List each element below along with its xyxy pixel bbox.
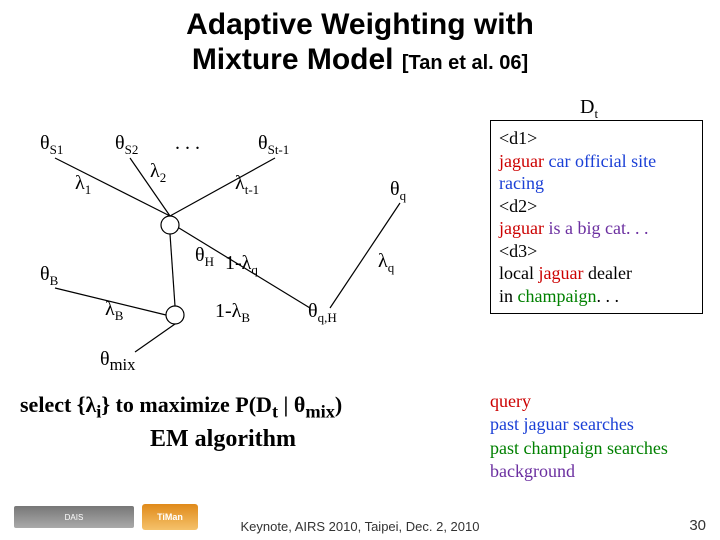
doc-d2-line1: jaguar is a big cat. . .	[499, 217, 694, 240]
title-line2: Mixture Model	[192, 43, 394, 76]
doc-d1-tag: <d1>	[499, 127, 694, 150]
node-theta-s2: θS2	[115, 132, 138, 158]
title-line1: Adaptive Weighting with	[186, 8, 534, 41]
node-theta-mix: θmix	[100, 348, 136, 375]
doc-d3-line1: local jaguar dealer	[499, 262, 694, 285]
label-dt: Dt	[580, 96, 598, 122]
edge-lambda-1: λ1	[75, 172, 91, 198]
node-theta-b: θB	[40, 263, 58, 289]
edge-lambda-b: λB	[105, 298, 123, 324]
edge-lambda-t1: λt-1	[235, 172, 259, 198]
node-theta-st1: θSt-1	[258, 132, 289, 158]
page-number: 30	[689, 517, 706, 534]
node-theta-h: θH	[195, 244, 214, 270]
doc-d1-line1: jaguar car official site	[499, 150, 694, 173]
select-formula: select {λi} to maximize P(Dt | θmix)	[20, 392, 342, 422]
legend-jaguar: past jaguar searches	[490, 413, 668, 436]
legend-query: query	[490, 390, 668, 413]
node-theta-qh: θq,H	[308, 300, 337, 326]
node-theta-q: θq	[390, 178, 406, 204]
node-theta-s1: θS1	[40, 132, 63, 158]
document-box: <d1> jaguar car official site racing <d2…	[490, 120, 703, 314]
footer: DAIS TiMan Keynote, AIRS 2010, Taipei, D…	[0, 519, 720, 534]
edge-one-minus-lq: 1-λq	[225, 252, 258, 278]
logo-timan: TiMan	[142, 504, 198, 530]
doc-d3-tag: <d3>	[499, 240, 694, 263]
doc-d1-line2: racing	[499, 172, 694, 195]
edge-lambda-q: λq	[378, 250, 394, 276]
em-algorithm: EM algorithm	[150, 426, 296, 453]
page-title: Adaptive Weighting with Mixture Model [T…	[0, 0, 720, 77]
edge-lambda-2: λ2	[150, 160, 166, 186]
logo-dais: DAIS	[14, 506, 134, 528]
edge-one-minus-lb: 1-λB	[215, 300, 250, 326]
legend: query past jaguar searches past champaig…	[490, 390, 668, 484]
legend-champaign: past champaign searches	[490, 437, 668, 460]
title-citation: [Tan et al. 06]	[402, 52, 528, 74]
doc-d3-line2: in champaign. . .	[499, 285, 694, 308]
doc-d2-tag: <d2>	[499, 195, 694, 218]
node-dots: . . .	[175, 132, 200, 155]
legend-background: background	[490, 460, 668, 483]
